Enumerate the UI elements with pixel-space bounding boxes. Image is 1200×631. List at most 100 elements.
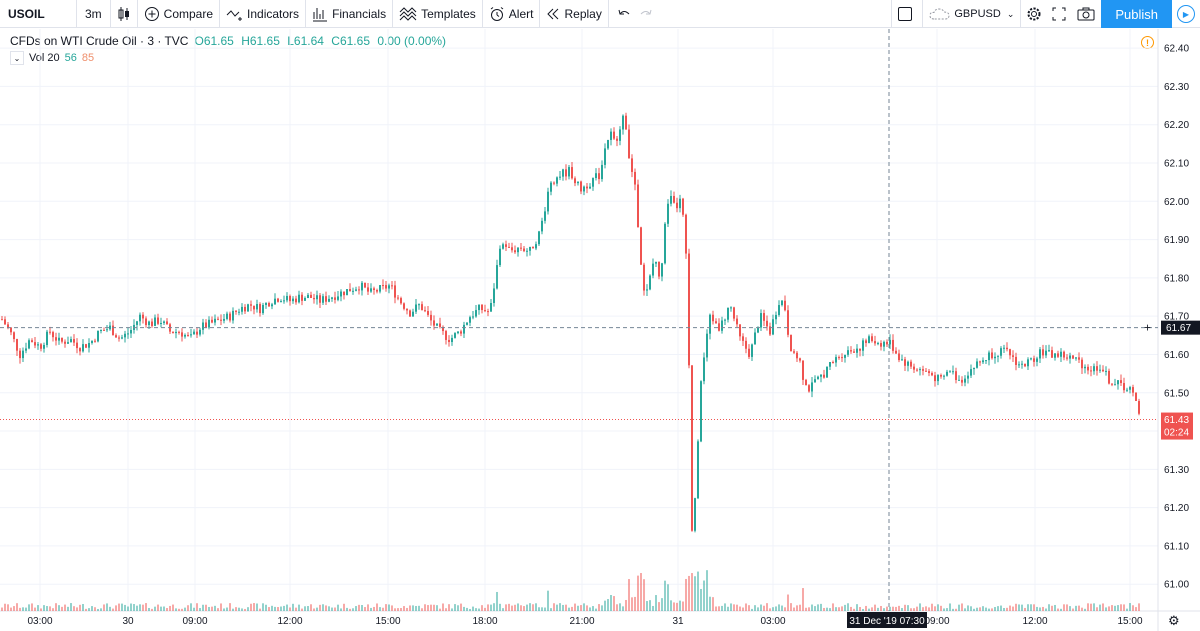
volume-bar [751, 608, 753, 611]
volume-bar [988, 608, 990, 611]
candle-body [709, 314, 711, 334]
financials-button[interactable]: Financials [306, 0, 392, 28]
fullscreen-checkbox[interactable] [898, 7, 913, 21]
candle-body [268, 303, 270, 307]
candle-body [394, 285, 396, 298]
top-toolbar: USOIL 3m Compare Indicators Financials T… [0, 0, 1200, 28]
candle-body [220, 319, 222, 321]
volume-bar [61, 606, 63, 611]
fullscreen-button[interactable] [1047, 0, 1071, 28]
volume-bar [412, 605, 414, 611]
volume-bar [130, 603, 132, 611]
replay-button[interactable]: Replay [540, 0, 607, 28]
candle-body [817, 376, 819, 380]
indicators-icon [226, 9, 243, 21]
volume-bar [1066, 604, 1068, 611]
price-tick-label: 61.30 [1164, 465, 1189, 476]
candle-body [880, 343, 882, 347]
volume-bar [676, 602, 678, 611]
volume-bar [433, 604, 435, 611]
candle-body [397, 297, 399, 299]
play-button[interactable]: ▶ [1172, 0, 1200, 28]
volume-bar [952, 608, 954, 611]
candle-body [1123, 383, 1125, 391]
volume-bar [508, 603, 510, 611]
volume-bar [484, 607, 486, 611]
volume-bar [733, 604, 735, 611]
redo-icon [640, 9, 652, 14]
candle-body [313, 297, 315, 300]
volume-bar [55, 603, 57, 611]
volume-bar [856, 604, 858, 611]
layout-select[interactable]: GBPUSD ⌄ [923, 8, 1020, 20]
candle-body [1129, 387, 1131, 390]
volume-bar [1033, 604, 1035, 611]
interval-label: 3m [85, 6, 102, 21]
volume-bar [1015, 603, 1017, 611]
layout-name: GBPUSD [954, 8, 1001, 20]
symbol-search-button[interactable]: USOIL [0, 0, 76, 28]
candle-body [631, 158, 633, 172]
undo-button[interactable] [609, 0, 635, 28]
publish-button[interactable]: Publish [1101, 0, 1172, 28]
candle-body [445, 331, 447, 340]
price-chart[interactable]: 62.40 62.30 62.20 62.10 62.00 61.90 61.80 61.70… [0, 29, 1200, 631]
compare-button[interactable]: Compare [138, 0, 219, 28]
candle-body [811, 382, 813, 392]
candle-body [241, 306, 243, 312]
candle-body [1093, 366, 1095, 372]
volume-bar [280, 606, 282, 611]
volume-bar [895, 606, 897, 611]
volume-bar [103, 604, 105, 611]
candle-body [736, 318, 738, 325]
volume-bar [202, 604, 204, 611]
redo-button[interactable] [635, 0, 659, 28]
volume-bar [1048, 604, 1050, 611]
candle-body [721, 320, 723, 331]
candle-body [613, 131, 615, 139]
price-tick-label: 61.70 [1164, 312, 1189, 323]
candle-body [949, 371, 951, 373]
interval-button[interactable]: 3m [77, 0, 110, 28]
candle-body [439, 323, 441, 327]
candle-body [991, 352, 993, 359]
candle-body [1081, 359, 1083, 369]
volume-bar [487, 604, 489, 611]
volume-bar [217, 608, 219, 611]
toolbar-divider [136, 0, 138, 28]
settings-button[interactable] [1021, 0, 1047, 28]
volume-bar [301, 608, 303, 611]
templates-button[interactable]: Templates [393, 0, 482, 28]
volume-bar [511, 605, 513, 611]
volume-bar [727, 606, 729, 611]
candle-body [802, 360, 804, 380]
snapshot-button[interactable] [1071, 0, 1101, 28]
candle-body [112, 325, 114, 336]
volume-bar [76, 607, 78, 611]
volume-bar [469, 608, 471, 611]
candle-body [673, 195, 675, 203]
volume-bar [346, 607, 348, 611]
candle-body [1045, 350, 1047, 356]
price-tick-label: 62.30 [1164, 82, 1189, 93]
volume-bar [190, 603, 192, 611]
candle-body [682, 198, 684, 215]
candle-body [106, 329, 108, 331]
candle-body [856, 348, 858, 353]
chevron-down-icon[interactable]: ⌄ [10, 51, 24, 65]
gear-icon[interactable]: ⚙ [1168, 613, 1180, 628]
alert-button[interactable]: Alert [483, 0, 540, 28]
volume-bar [40, 608, 42, 611]
indicators-button[interactable]: Indicators [220, 0, 305, 28]
toolbar-divider [1020, 0, 1022, 28]
chart-type-button[interactable] [111, 0, 137, 28]
volume-bar [124, 604, 126, 611]
candle-body [373, 288, 375, 290]
volume-bar [298, 604, 300, 611]
candle-body [934, 375, 936, 382]
volume-bar [946, 608, 948, 611]
volume-bar [991, 608, 993, 611]
alert-label: Alert [508, 6, 534, 21]
candle-body [1018, 364, 1020, 366]
candle-body [940, 375, 942, 377]
